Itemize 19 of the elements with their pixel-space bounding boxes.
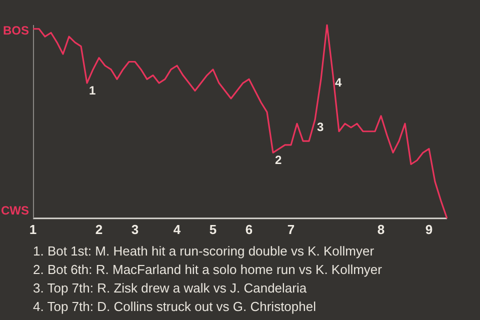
text: 2. Bot 6th: R. MacFarland hit a solo home run vs K. Kollmyer bbox=[33, 262, 383, 278]
x-tick-label: 6 bbox=[245, 222, 253, 237]
text: BOS bbox=[2, 23, 29, 38]
x-tick-label: 9 bbox=[425, 222, 433, 237]
x-tick-label: 5 bbox=[209, 222, 217, 237]
annotation: 3 bbox=[317, 120, 324, 134]
annotation: 1 bbox=[89, 83, 96, 98]
text: 3. Top 7th: R. Zisk drew a walk vs J. Candelaria bbox=[33, 280, 308, 296]
annotation: 2 bbox=[275, 152, 282, 167]
x-tick-label: 4 bbox=[173, 222, 182, 237]
x-tick-label: 1 bbox=[29, 222, 37, 237]
text: CWS bbox=[1, 204, 29, 218]
text: 1. Bot 1st: M. Heath hit a run-scoring double vs K. Kollmyer bbox=[33, 244, 375, 259]
x-tick-label: 2 bbox=[95, 222, 103, 237]
x-tick-label: 3 bbox=[131, 222, 139, 237]
x-tick-label: 8 bbox=[377, 222, 385, 237]
annotation: 4 bbox=[335, 76, 342, 90]
text: 4. Top 7th: D. Collins struck out vs G. Christophel bbox=[33, 299, 316, 314]
x-tick-label: 7 bbox=[287, 222, 295, 237]
